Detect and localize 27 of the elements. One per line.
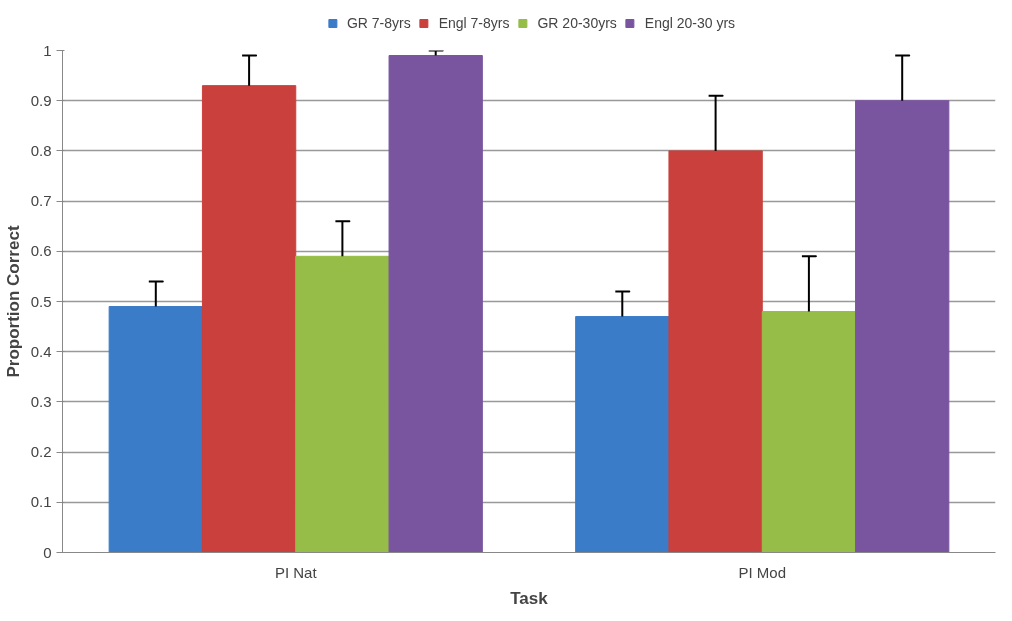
y-tick-label: 0.1 [30,493,52,511]
x-tick-label: PI Mod [738,563,787,581]
bar [668,150,763,553]
legend-label: GR 7-8yrs [346,14,411,31]
x-axis-title: Task [510,588,549,608]
y-tick-label: 0.6 [30,242,52,260]
bar [575,316,670,553]
y-tick-label: 0.2 [30,443,52,461]
y-tick-label: 0.7 [30,192,52,210]
y-tick-label: 0.3 [30,392,52,410]
bar [295,255,390,553]
y-tick-label: 0.5 [30,292,52,310]
bar [388,55,483,553]
bar [201,85,297,553]
y-tick-label: 0.9 [30,91,52,109]
bar [108,306,203,553]
y-tick-label: 1 [43,41,52,59]
y-tick-label: 0.8 [30,141,52,159]
y-axis-title: Proportion Correct [3,225,23,378]
legend-label: Engl 7-8yrs [438,14,510,31]
x-tick-label: PI Nat [274,563,318,581]
bar [855,100,950,553]
legend-label: GR 20-30yrs [537,14,617,31]
bar [761,311,857,553]
legend-label: Engl 20-30 yrs [644,14,736,31]
y-tick-label: 0 [43,543,52,561]
y-tick-label: 0.4 [30,342,52,360]
